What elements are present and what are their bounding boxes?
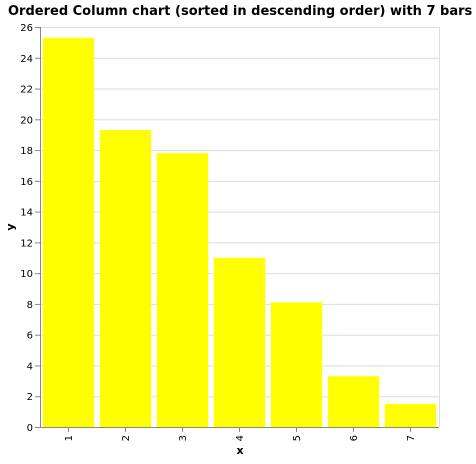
- y-tick-label: 22: [20, 85, 33, 96]
- y-tick-label: 0: [27, 423, 33, 434]
- y-tick-label: 8: [27, 300, 33, 311]
- bar: [42, 37, 95, 428]
- x-tick-label: 1: [64, 435, 75, 441]
- bar: [156, 153, 209, 427]
- x-tick-label: 4: [235, 435, 246, 441]
- x-tick-label: 7: [406, 435, 417, 441]
- y-tick-label: 10: [20, 269, 33, 280]
- y-tick-label: 2: [27, 392, 33, 403]
- bar: [99, 130, 152, 428]
- x-tick-label: 3: [178, 435, 189, 441]
- y-axis-title: y: [4, 223, 17, 230]
- bar: [213, 257, 266, 427]
- y-tick-label: 24: [20, 54, 33, 65]
- x-tick-label: 5: [292, 435, 303, 441]
- chart-title: Ordered Column chart (sorted in descendi…: [8, 4, 473, 19]
- bar: [384, 403, 437, 427]
- x-tick-label: 2: [121, 435, 132, 441]
- y-tick-label: 12: [20, 238, 33, 249]
- x-axis-title: x: [236, 444, 243, 457]
- x-tick-label: 6: [349, 435, 360, 441]
- y-tick-label: 4: [27, 361, 33, 372]
- y-tick-label: 16: [20, 177, 33, 188]
- y-tick-label: 6: [27, 331, 33, 342]
- bar: [270, 302, 323, 427]
- bars: [42, 37, 437, 428]
- y-tick-label: 20: [20, 115, 33, 126]
- y-tick-label: 14: [20, 208, 33, 219]
- y-tick-label: 26: [20, 23, 33, 34]
- bar: [327, 376, 380, 427]
- y-tick-label: 18: [20, 146, 33, 157]
